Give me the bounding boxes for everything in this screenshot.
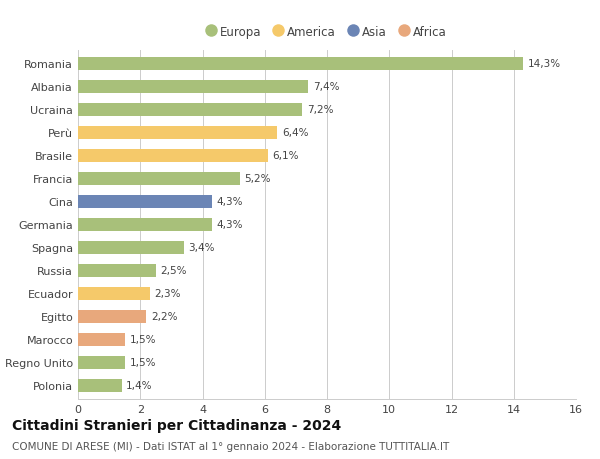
Text: 1,5%: 1,5% [130,358,156,368]
Text: 4,3%: 4,3% [217,220,243,230]
Bar [78,333,125,346]
Text: 14,3%: 14,3% [528,59,561,69]
Bar [78,287,149,300]
Text: 3,4%: 3,4% [188,243,215,253]
Bar [78,58,523,71]
Text: 1,4%: 1,4% [126,381,153,391]
Legend: Europa, America, Asia, Africa: Europa, America, Asia, Africa [205,23,449,41]
Text: Cittadini Stranieri per Cittadinanza - 2024: Cittadini Stranieri per Cittadinanza - 2… [12,418,341,431]
Text: COMUNE DI ARESE (MI) - Dati ISTAT al 1° gennaio 2024 - Elaborazione TUTTITALIA.I: COMUNE DI ARESE (MI) - Dati ISTAT al 1° … [12,441,449,451]
Bar [78,264,156,277]
Bar [78,173,240,185]
Text: 1,5%: 1,5% [130,335,156,345]
Text: 7,2%: 7,2% [307,105,333,115]
Text: 2,2%: 2,2% [151,312,178,322]
Bar [78,150,268,162]
Bar [78,310,146,323]
Bar [78,127,277,140]
Text: 2,3%: 2,3% [154,289,181,299]
Bar [78,241,184,254]
Text: 4,3%: 4,3% [217,197,243,207]
Bar [78,356,125,369]
Bar [78,196,212,208]
Bar [78,218,212,231]
Bar [78,104,302,117]
Text: 5,2%: 5,2% [245,174,271,184]
Bar [78,379,122,392]
Text: 6,4%: 6,4% [282,128,308,138]
Text: 6,1%: 6,1% [272,151,299,161]
Bar [78,81,308,94]
Text: 7,4%: 7,4% [313,82,340,92]
Text: 2,5%: 2,5% [160,266,187,276]
